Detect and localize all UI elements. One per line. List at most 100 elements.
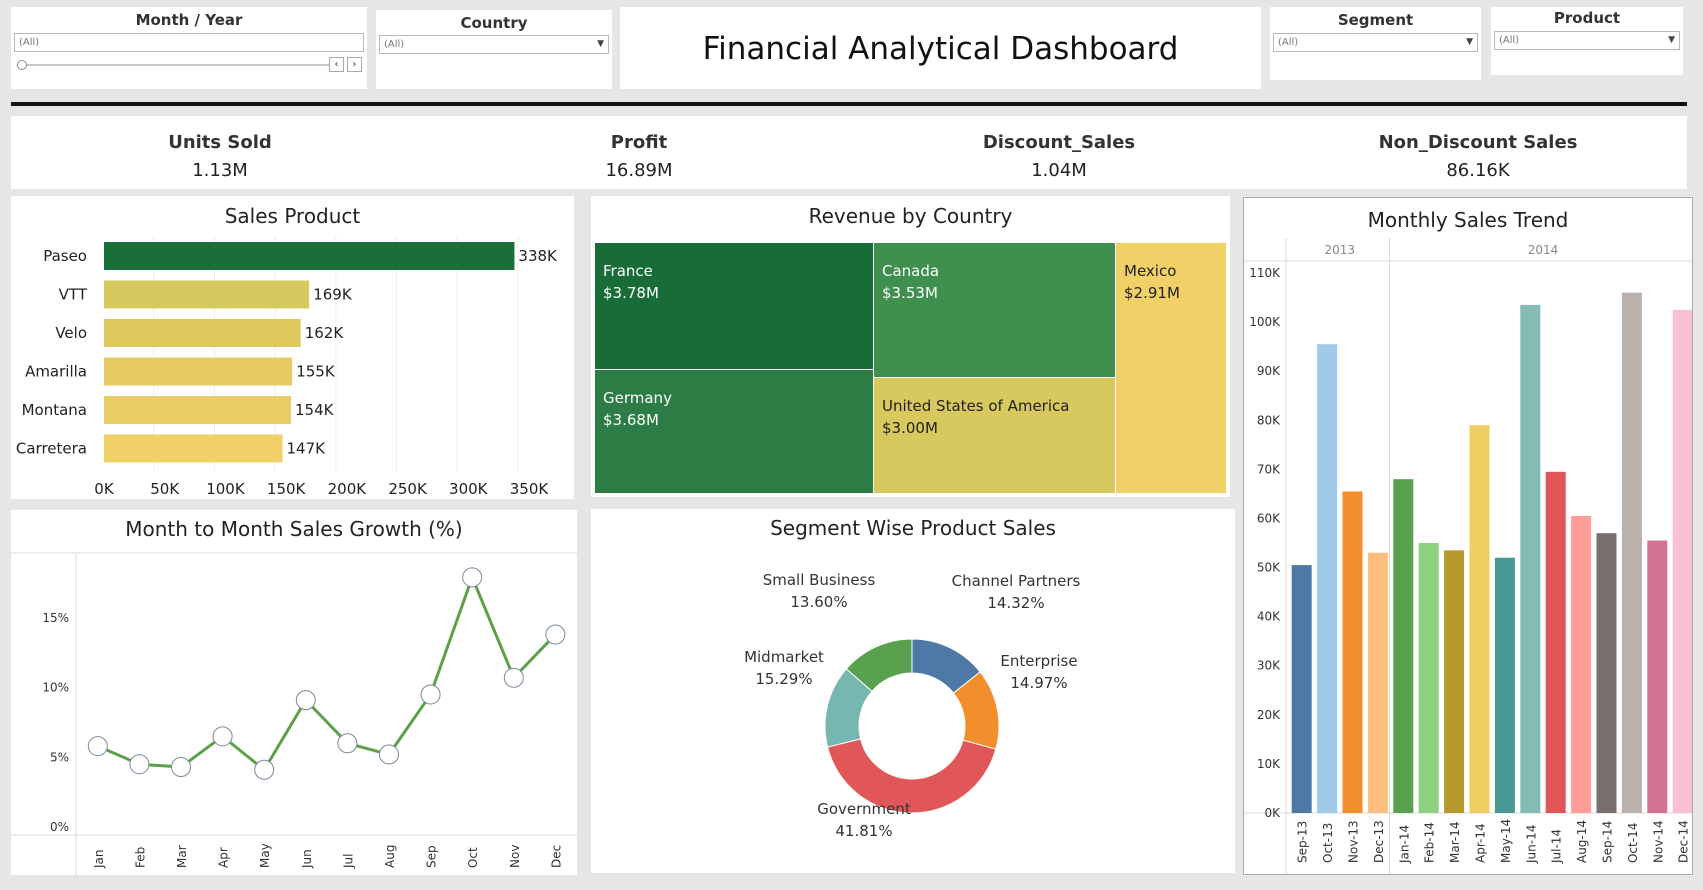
treemap-cell-germany[interactable]: Germany $3.68M bbox=[595, 370, 873, 493]
product-dropdown-value: (All) bbox=[1499, 35, 1520, 46]
slice-pct-label: 13.60% bbox=[790, 593, 847, 611]
y-tick-label: 0K bbox=[1264, 806, 1281, 820]
x-tick-label: Dec-13 bbox=[1372, 820, 1386, 863]
x-tick-label: Feb-14 bbox=[1423, 822, 1437, 863]
bar bbox=[1393, 479, 1414, 813]
segment-donut-chart: Channel Partners 14.32% Enterprise 14.97% Go… bbox=[744, 571, 1080, 840]
x-tick-label: Nov-14 bbox=[1651, 820, 1665, 863]
growth-line bbox=[97, 573, 557, 773]
treemap-label: Mexico bbox=[1124, 262, 1177, 280]
category-label: Montana bbox=[22, 401, 87, 419]
slice-pct-label: 14.97% bbox=[1010, 674, 1067, 692]
revenue-treemap: France $3.78M Germany $3.68M Canada $3.5… bbox=[595, 243, 1226, 493]
sales-product-title: Sales Product bbox=[224, 204, 361, 228]
y-tick-label: 20K bbox=[1257, 708, 1281, 722]
data-point bbox=[254, 759, 275, 780]
slice-name-label: Midmarket bbox=[744, 648, 824, 666]
category-label: Paseo bbox=[43, 247, 87, 265]
bar bbox=[104, 357, 293, 386]
data-label: 338K bbox=[518, 247, 558, 265]
chevron-right-icon[interactable]: › bbox=[347, 57, 362, 72]
kpi-units-sold: Units Sold 1.13M bbox=[60, 116, 380, 181]
treemap-label: Canada bbox=[882, 262, 940, 280]
treemap-value: $3.68M bbox=[603, 411, 659, 429]
x-tick-label: 150K bbox=[267, 480, 307, 498]
bar bbox=[1621, 292, 1642, 813]
bar bbox=[1444, 550, 1465, 813]
slice-pct-label: 15.29% bbox=[755, 670, 812, 688]
y-tick-label: 30K bbox=[1257, 659, 1281, 673]
kpi-label: Profit bbox=[610, 132, 668, 153]
dashboard-title: Financial Analytical Dashboard bbox=[702, 31, 1179, 67]
country-filter-title: Country bbox=[460, 14, 528, 32]
chevron-left-icon[interactable]: ‹ bbox=[329, 57, 344, 72]
slice-pct-label: 14.32% bbox=[987, 594, 1044, 612]
y-tick-label: 70K bbox=[1257, 462, 1281, 476]
country-dropdown[interactable]: (All) ▼ bbox=[379, 35, 609, 54]
segment-sales-panel: Segment Wise Product Sales Channel Partn… bbox=[591, 509, 1235, 873]
data-point bbox=[462, 567, 483, 588]
growth-chart: 0% 5% 10% 15% Jan Feb Mar Apr May Jun Jul Aug Sep Oct… bbox=[11, 552, 577, 875]
donut-slice bbox=[845, 638, 913, 692]
x-tick-label: Mar bbox=[175, 845, 189, 868]
data-label: 155K bbox=[296, 363, 336, 381]
data-label: 169K bbox=[313, 286, 353, 304]
category-label: Velo bbox=[55, 324, 87, 342]
x-tick-label: 300K bbox=[449, 480, 489, 498]
y-tick-label: 10K bbox=[1257, 757, 1281, 771]
y-tick-label: 50K bbox=[1257, 561, 1281, 575]
slice-name-label: Government bbox=[817, 800, 911, 818]
slice-name-label: Enterprise bbox=[1000, 652, 1077, 670]
bar bbox=[1342, 491, 1363, 813]
x-tick-label: Apr-14 bbox=[1474, 823, 1488, 863]
kpi-label: Non_Discount Sales bbox=[1378, 132, 1578, 153]
month-year-slider-track[interactable] bbox=[23, 64, 333, 66]
data-point bbox=[337, 733, 358, 754]
x-tick-label: 250K bbox=[388, 480, 428, 498]
bar bbox=[104, 319, 301, 347]
treemap-cell-france[interactable]: France $3.78M bbox=[595, 243, 873, 369]
x-tick-label: 0K bbox=[94, 480, 115, 498]
revenue-by-country-title: Revenue by Country bbox=[808, 204, 1013, 228]
month-year-slider-handle[interactable] bbox=[17, 60, 27, 70]
x-tick-label: Sep bbox=[425, 845, 439, 868]
chevron-down-icon: ▼ bbox=[597, 39, 604, 49]
x-tick-label: Nov bbox=[508, 845, 522, 868]
x-tick-label: Jul bbox=[341, 854, 355, 869]
data-label: 147K bbox=[287, 440, 327, 458]
kpi-value: 86.16K bbox=[1446, 160, 1510, 181]
x-tick-label: Aug-14 bbox=[1575, 820, 1589, 863]
month-year-input[interactable]: (All) bbox=[14, 33, 364, 52]
bar bbox=[1418, 543, 1439, 813]
sales-product-chart: 0K 50K 100K 150K 200K 250K 300K 350K Paseo 338K VT… bbox=[16, 236, 558, 498]
treemap-cell-usa[interactable]: United States of America $3.00M bbox=[874, 378, 1115, 493]
bar bbox=[1571, 516, 1592, 813]
x-tick-label: Dec bbox=[549, 845, 563, 868]
product-dropdown[interactable]: (All) ▼ bbox=[1494, 31, 1680, 50]
sales-product-panel: Sales Product 0K 50K 100K 150K 200K 250K 300K 3… bbox=[11, 196, 574, 499]
product-filter-title: Product bbox=[1553, 9, 1621, 27]
y-tick-label: 15% bbox=[42, 611, 69, 625]
growth-title: Month to Month Sales Growth (%) bbox=[125, 517, 463, 541]
bar bbox=[1469, 425, 1490, 813]
treemap-value: $3.53M bbox=[882, 284, 938, 302]
treemap-value: $3.78M bbox=[603, 284, 659, 302]
monthly-sales-trend-title: Monthly Sales Trend bbox=[1367, 208, 1569, 232]
bar bbox=[1545, 471, 1566, 813]
segment-sales-title: Segment Wise Product Sales bbox=[770, 516, 1056, 540]
month-year-filter: Month / Year (All) ‹ › bbox=[11, 7, 367, 89]
country-filter: Country (All) ▼ bbox=[376, 10, 612, 89]
treemap-cell-canada[interactable]: Canada $3.53M bbox=[874, 243, 1115, 377]
treemap-cell-mexico[interactable]: Mexico $2.91M bbox=[1116, 243, 1226, 493]
x-tick-label: 100K bbox=[206, 480, 246, 498]
revenue-by-country-panel: Revenue by Country France $3.78M Germany… bbox=[591, 196, 1230, 497]
kpi-label: Units Sold bbox=[168, 132, 272, 153]
x-tick-label: Feb bbox=[133, 847, 147, 868]
donut-slice bbox=[826, 738, 997, 814]
growth-panel: Month to Month Sales Growth (%) 0% 5% 10% 1… bbox=[11, 510, 577, 875]
y-tick-label: 0% bbox=[50, 820, 69, 834]
chevron-down-icon: ▼ bbox=[1466, 37, 1473, 47]
category-label: Carretera bbox=[16, 440, 87, 458]
segment-dropdown[interactable]: (All) ▼ bbox=[1273, 33, 1478, 52]
x-tick-label: Jan bbox=[92, 850, 106, 870]
